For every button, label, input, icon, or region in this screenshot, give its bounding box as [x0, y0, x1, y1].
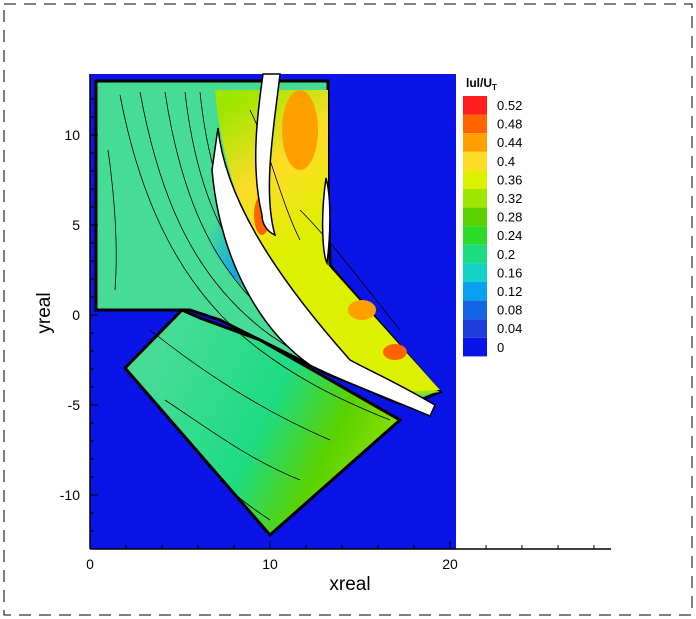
colorbar-title: lul/UT — [466, 76, 497, 92]
colorbar-label: 0.28 — [497, 210, 522, 225]
colorbar-label: 0.04 — [497, 321, 522, 336]
x-tick-label: 20 — [442, 556, 458, 572]
colorbar-swatch — [463, 263, 487, 282]
colorbar-swatch — [463, 170, 487, 189]
x-axis-title: xreal — [329, 574, 370, 595]
y-tick-label: 10 — [64, 127, 80, 143]
colorbar-swatch — [463, 226, 487, 245]
colorbar-label: 0.08 — [497, 303, 522, 318]
colorbar-items: 0.52 0.48 0.44 0.4 0.36 0.32 0.28 0.24 0.2 0.16 0.… — [463, 96, 522, 357]
colorbar-swatch — [463, 114, 487, 134]
colorbar-label: 0.32 — [497, 191, 522, 206]
colorbar-label: 0.52 — [497, 98, 522, 113]
colorbar-swatch — [463, 282, 487, 301]
colorbar-swatch — [463, 133, 487, 152]
colorbar-swatch — [463, 319, 487, 338]
colorbar-legend: lul/UT 0.520.480.440.40.360.320.280.240.… — [463, 76, 522, 357]
colorbar-swatch — [463, 189, 487, 208]
colorbar-label: 0.44 — [497, 135, 522, 150]
colorbar-swatch — [463, 300, 487, 320]
colorbar-label: 0.12 — [497, 284, 522, 299]
colorbar-label: 0.24 — [497, 228, 522, 243]
colorbar-swatch — [463, 337, 487, 357]
colorbar-swatch — [463, 96, 487, 115]
colorbar-swatch — [463, 151, 487, 171]
colorbar-label: 0.48 — [497, 117, 522, 132]
y-tick-label: 0 — [72, 307, 80, 323]
x-tick-label: 0 — [86, 556, 94, 572]
colorbar-label: 0.2 — [497, 247, 515, 262]
page-border — [3, 3, 693, 616]
contour-field — [94, 73, 443, 538]
colorbar-label: 0.4 — [497, 154, 515, 169]
x-axis-ticks: 0 10 20 — [86, 541, 595, 572]
y-axis-ticks: 10 5 0 -5 -10 — [60, 98, 98, 532]
colorbar-label: 0.16 — [497, 265, 522, 280]
colorbar-title-main: lul/U — [466, 76, 492, 90]
y-tick-label: 5 — [72, 217, 80, 233]
colorbar-swatch — [463, 207, 487, 227]
colorbar-title-sub: T — [492, 83, 497, 92]
y-tick-label: -5 — [68, 397, 81, 413]
colorbar-swatch — [463, 244, 487, 264]
colorbar-label: 0.36 — [497, 172, 522, 187]
colorbar-label: 0 — [497, 340, 504, 355]
y-axis-title: yreal — [34, 292, 55, 333]
x-tick-label: 10 — [262, 556, 278, 572]
y-tick-label: -10 — [60, 487, 80, 503]
